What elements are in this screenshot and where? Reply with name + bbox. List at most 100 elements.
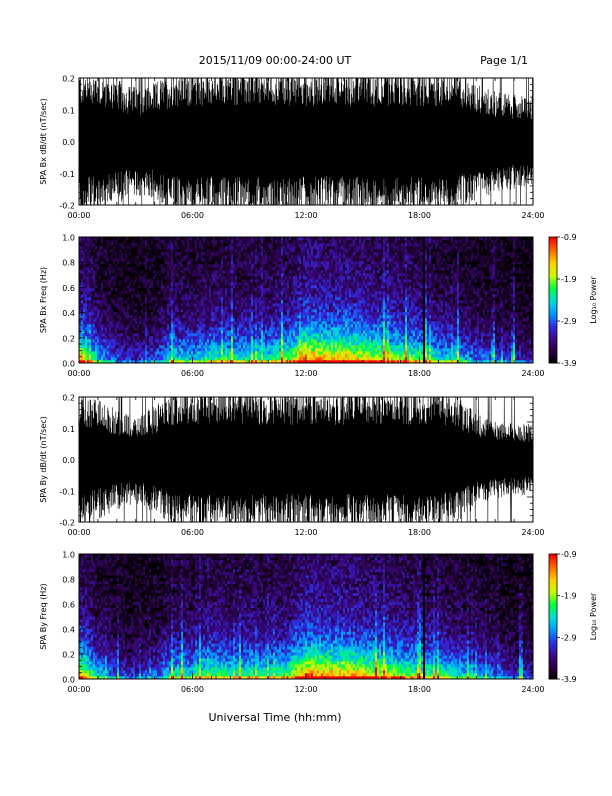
heatmap-cell (157, 348, 159, 351)
heatmap-cell (191, 348, 193, 351)
heatmap-cell (251, 240, 253, 243)
heatmap-cell (165, 297, 167, 300)
heatmap-cell (303, 327, 305, 330)
heatmap-cell (115, 243, 117, 246)
heatmap-cell (83, 270, 85, 273)
heatmap-cell (107, 264, 109, 267)
heatmap-cell (237, 303, 239, 306)
heatmap-cell (113, 351, 115, 354)
heatmap-cell (145, 333, 147, 336)
heatmap-cell (229, 354, 231, 357)
heatmap-cell (201, 357, 203, 360)
heatmap-cell (217, 345, 219, 348)
heatmap-cell (243, 282, 245, 285)
heatmap-cell (213, 291, 215, 294)
heatmap-cell (149, 267, 151, 270)
heatmap-cell (141, 306, 143, 309)
heatmap-cell (293, 288, 295, 291)
heatmap-cell (307, 282, 309, 285)
heatmap-cell (233, 288, 235, 291)
heatmap-cell (273, 273, 275, 276)
heatmap-cell (141, 345, 143, 348)
heatmap-cell (101, 333, 103, 336)
heatmap-cell (267, 294, 269, 297)
heatmap-cell (301, 306, 303, 309)
heatmap-cell (97, 297, 99, 300)
heatmap-cell (117, 312, 119, 315)
heatmap-cell (247, 294, 249, 297)
heatmap-cell (209, 288, 211, 291)
heatmap-cell (93, 258, 95, 261)
heatmap-cell (131, 321, 133, 324)
heatmap-cell (217, 291, 219, 294)
heatmap-cell (221, 339, 223, 342)
heatmap-cell (229, 261, 231, 264)
heatmap-cell (139, 294, 141, 297)
heatmap-cell (227, 342, 229, 345)
heatmap-cell (83, 339, 85, 342)
heatmap-cell (147, 240, 149, 243)
heatmap-cell (257, 309, 259, 312)
heatmap-cell (293, 240, 295, 243)
heatmap-cell (237, 264, 239, 267)
heatmap-cell (231, 267, 233, 270)
heatmap-cell (279, 315, 281, 318)
heatmap-cell (103, 243, 105, 246)
heatmap-cell (243, 285, 245, 288)
heatmap-cell (143, 354, 145, 357)
heatmap-cell (255, 276, 257, 279)
heatmap-cell (183, 240, 185, 243)
heatmap-cell (185, 276, 187, 279)
heatmap-cell (197, 300, 199, 303)
heatmap-cell (237, 261, 239, 264)
heatmap-cell (217, 285, 219, 288)
heatmap-cell (287, 303, 289, 306)
heatmap-cell (111, 285, 113, 288)
heatmap-cell (185, 261, 187, 264)
heatmap-cell (281, 282, 283, 285)
heatmap-cell (179, 336, 181, 339)
heatmap-cell (263, 285, 265, 288)
heatmap-cell (131, 279, 133, 282)
heatmap-cell (269, 252, 271, 255)
heatmap-cell (105, 246, 107, 249)
heatmap-cell (167, 297, 169, 300)
heatmap-cell (131, 273, 133, 276)
heatmap-cell (221, 246, 223, 249)
heatmap-cell (95, 258, 97, 261)
heatmap-cell (279, 252, 281, 255)
heatmap-cell (247, 333, 249, 336)
heatmap-cell (209, 249, 211, 252)
heatmap-cell (113, 303, 115, 306)
heatmap-cell (151, 249, 153, 252)
heatmap-cell (151, 291, 153, 294)
heatmap-cell (203, 279, 205, 282)
heatmap-cell (197, 270, 199, 273)
heatmap-cell (127, 309, 129, 312)
heatmap-cell (173, 312, 175, 315)
heatmap-cell (169, 258, 171, 261)
heatmap-cell (149, 315, 151, 318)
heatmap-cell (155, 273, 157, 276)
heatmap-cell (245, 243, 247, 246)
heatmap-cell (137, 243, 139, 246)
heatmap-cell (279, 243, 281, 246)
heatmap-cell (267, 312, 269, 315)
heatmap-cell (107, 249, 109, 252)
heatmap-cell (191, 258, 193, 261)
heatmap-cell (137, 333, 139, 336)
y-tick-label: -0.1 (59, 170, 75, 179)
heatmap-cell (293, 318, 295, 321)
heatmap-cell (143, 255, 145, 258)
heatmap-cell (199, 357, 201, 360)
heatmap-cell (149, 300, 151, 303)
heatmap-cell (207, 288, 209, 291)
heatmap-cell (229, 324, 231, 327)
heatmap-cell (101, 270, 103, 273)
heatmap-cell (99, 315, 101, 318)
heatmap-cell (123, 324, 125, 327)
heatmap-cell (137, 336, 139, 339)
heatmap-cell (285, 303, 287, 306)
heatmap-cell (241, 270, 243, 273)
heatmap-cell (261, 330, 263, 333)
